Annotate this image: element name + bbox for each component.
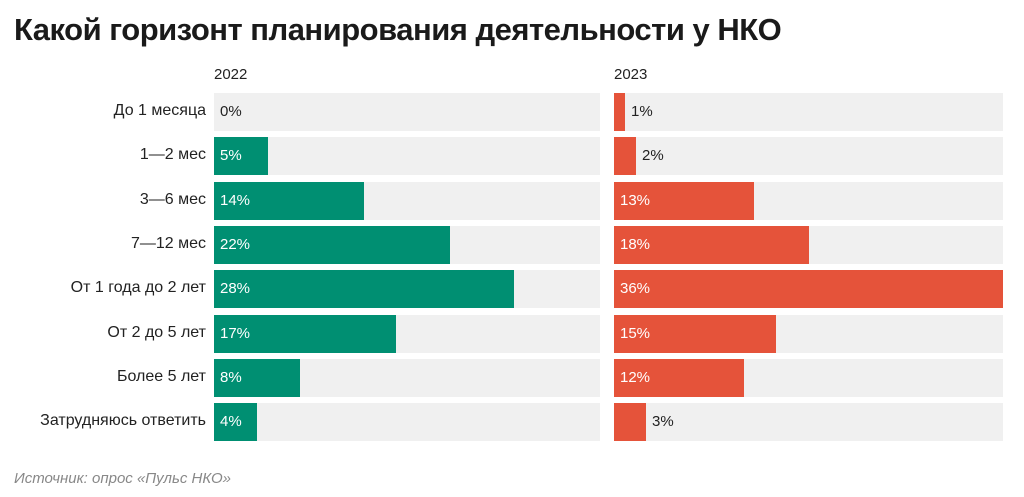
- value-label-2022: 0%: [220, 103, 242, 120]
- value-label-2023: 13%: [620, 191, 651, 209]
- bar-2023: [614, 93, 625, 131]
- value-label-2023: 18%: [620, 235, 651, 253]
- bar-2023: [614, 358, 744, 397]
- bar-2022: [214, 181, 364, 220]
- bar-track: [614, 93, 1003, 131]
- value-label-2022: 4%: [220, 413, 242, 431]
- category-label: Затрудняюсь ответить: [40, 412, 206, 430]
- category-label: 1—2 мес: [139, 146, 206, 164]
- bar-2022: [214, 270, 514, 309]
- value-label-2023: 1%: [631, 103, 653, 120]
- bar-2022: [214, 403, 257, 442]
- bar-2022: [214, 358, 300, 397]
- bar-track: [214, 93, 600, 131]
- bar-2023: [614, 314, 776, 353]
- value-label-2022: 28%: [220, 280, 251, 298]
- category-label: Более 5 лет: [117, 367, 206, 385]
- bar-2022: [214, 137, 268, 176]
- bar-track: [614, 403, 1003, 442]
- bar-2023: [614, 181, 754, 220]
- bar-track: [214, 137, 600, 176]
- bar-2023: [614, 225, 809, 264]
- category-label: От 2 до 5 лет: [107, 323, 206, 341]
- value-label-2023: 36%: [620, 280, 651, 298]
- bar-2023: [614, 270, 1003, 309]
- value-label-2023: 12%: [620, 368, 651, 386]
- category-label: 3—6 мес: [139, 190, 206, 208]
- panel-title-2022: 2022: [214, 66, 248, 83]
- chart-title: Какой горизонт планирования деятельности…: [14, 12, 782, 47]
- value-label-2022: 17%: [220, 324, 251, 342]
- value-label-2022: 8%: [220, 368, 242, 386]
- bar-2023: [614, 137, 636, 176]
- value-label-2022: 5%: [220, 147, 242, 165]
- bar-track: [214, 403, 600, 442]
- category-label: До 1 месяца: [113, 102, 206, 119]
- value-label-2023: 15%: [620, 324, 651, 342]
- panel-title-2023: 2023: [614, 66, 648, 83]
- source-note: Источник: опрос «Пульс НКО»: [14, 470, 232, 487]
- bar-2022: [214, 225, 450, 264]
- bar-track: [614, 137, 1003, 176]
- value-label-2022: 14%: [220, 191, 251, 209]
- value-label-2022: 22%: [220, 235, 251, 253]
- value-label-2023: 3%: [652, 413, 674, 431]
- category-label: 7—12 мес: [130, 234, 206, 252]
- bar-2023: [614, 403, 646, 442]
- category-label: От 1 года до 2 лет: [70, 279, 206, 297]
- value-label-2023: 2%: [642, 147, 664, 165]
- bar-2022: [214, 314, 396, 353]
